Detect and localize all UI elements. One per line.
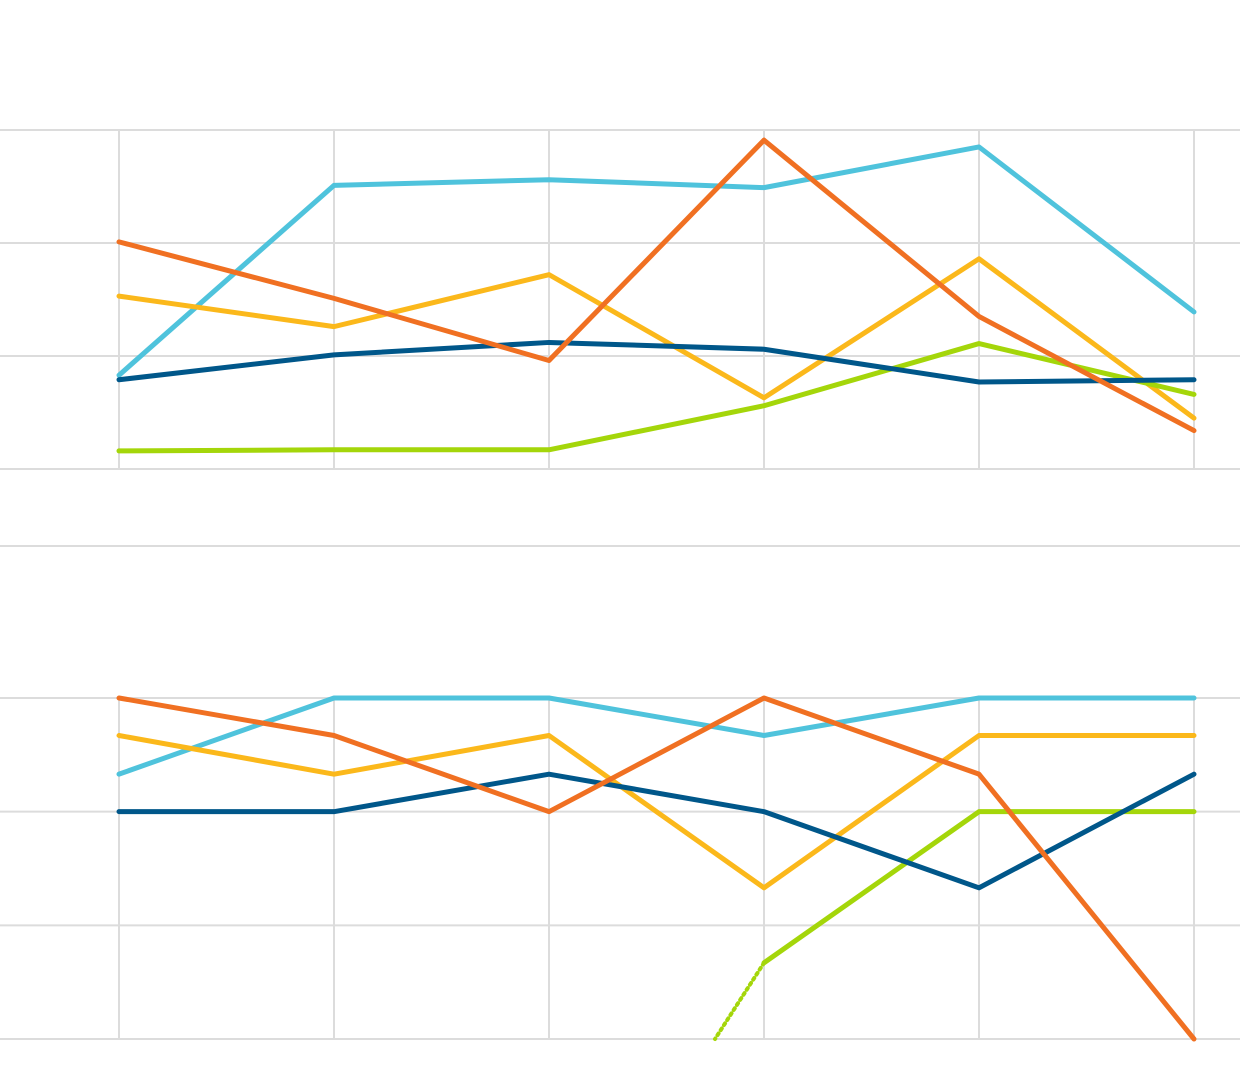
- series-line: [116, 771, 1197, 891]
- series-line: [116, 256, 1197, 421]
- series-line: [116, 695, 1197, 1042]
- series-line: [116, 733, 1197, 891]
- series-line: [116, 339, 1197, 385]
- series-line: [116, 695, 1197, 777]
- series-line: [116, 137, 1197, 434]
- series-line: [116, 341, 1197, 454]
- leader-line: [713, 960, 766, 1041]
- series-line: [116, 144, 1197, 378]
